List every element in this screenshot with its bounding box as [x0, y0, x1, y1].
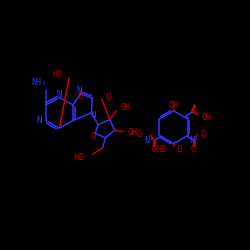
Text: NH₂: NH₂ — [31, 78, 46, 88]
Text: O: O — [152, 146, 157, 154]
Text: O⁻: O⁻ — [201, 130, 211, 140]
Text: N: N — [36, 116, 41, 125]
Text: N⁺: N⁺ — [189, 136, 199, 145]
Text: O: O — [106, 93, 111, 102]
Text: HO: HO — [74, 152, 85, 162]
Text: HO: HO — [157, 145, 167, 154]
Text: O: O — [90, 132, 96, 141]
Text: N: N — [57, 90, 62, 99]
Text: O: O — [77, 92, 82, 102]
Text: O⁻: O⁻ — [136, 130, 146, 140]
Text: N: N — [90, 110, 96, 120]
Text: OH: OH — [201, 113, 211, 122]
Text: O: O — [190, 146, 196, 154]
Text: O: O — [176, 145, 182, 154]
Text: OH: OH — [120, 103, 130, 112]
Text: OH: OH — [127, 128, 137, 136]
Text: N: N — [76, 86, 82, 95]
Text: N⁺: N⁺ — [144, 136, 154, 145]
Text: HO: HO — [52, 70, 62, 79]
Text: OH: OH — [169, 100, 179, 110]
